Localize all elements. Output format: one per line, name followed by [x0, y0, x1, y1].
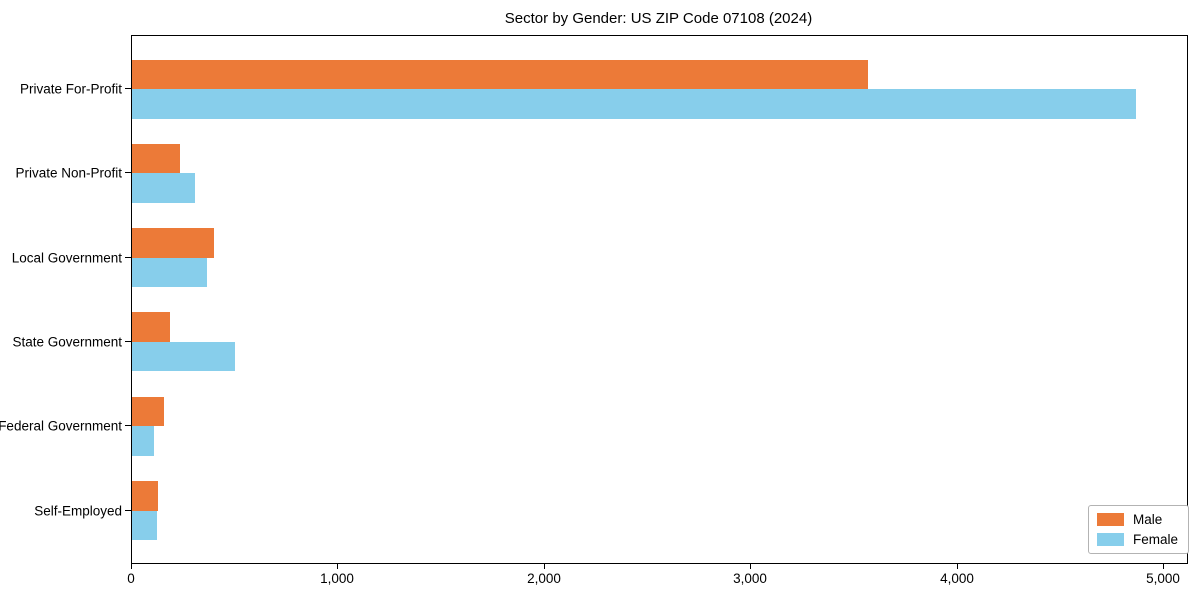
- x-tick-2000: [544, 564, 545, 569]
- legend-swatch-female: [1097, 533, 1124, 546]
- legend: Male Female: [1088, 505, 1190, 554]
- x-tick-0: [131, 564, 132, 569]
- bar-male-private-non-profit: [132, 143, 180, 174]
- legend-swatch-male: [1097, 513, 1124, 526]
- y-tick-label-private-for-profit: Private For-Profit: [19, 81, 122, 97]
- bar-male-self-employed: [132, 481, 158, 511]
- x-tick-label-1000: 1,000: [320, 571, 354, 586]
- x-tick-label-2000: 2,000: [527, 571, 561, 586]
- x-tick-label-4000: 4,000: [940, 571, 974, 586]
- y-tick-label-local-government: Local Government: [11, 250, 122, 266]
- legend-entry-female: Female: [1097, 532, 1178, 547]
- legend-label-male: Male: [1133, 512, 1163, 527]
- x-tick-label-0: 0: [127, 571, 135, 586]
- y-tick-label-federal-government: Federal Government: [0, 418, 122, 434]
- y-tick-label-self-employed: Self-Employed: [34, 503, 122, 518]
- bar-female-federal-government: [132, 426, 154, 456]
- y-tick-label-state-government: State Government: [12, 334, 122, 350]
- bar-female-state-government: [132, 341, 235, 372]
- x-tick-1000: [337, 564, 338, 569]
- y-tick-private-non-profit: [125, 172, 131, 174]
- legend-label-female: Female: [1133, 532, 1179, 547]
- bar-female-self-employed: [132, 510, 157, 540]
- chart-title: Sector by Gender: US ZIP Code 07108 (202…: [504, 10, 813, 27]
- bar-female-private-non-profit: [132, 173, 195, 203]
- y-tick-local-government: [125, 256, 131, 258]
- x-tick-4000: [957, 564, 958, 569]
- y-tick-federal-government: [125, 425, 131, 427]
- bar-male-local-government: [132, 228, 214, 258]
- legend-entry-male: Male: [1097, 512, 1178, 527]
- x-tick-3000: [750, 564, 751, 569]
- x-tick-label-5000: 5,000: [1146, 571, 1180, 586]
- bar-female-local-government: [132, 257, 207, 288]
- x-tick-5000: [1163, 564, 1164, 569]
- bar-male-state-government: [132, 312, 170, 342]
- x-tick-label-3000: 3,000: [733, 571, 767, 586]
- plot-area: [131, 35, 1188, 564]
- bar-female-private-for-profit: [132, 89, 1136, 119]
- y-tick-self-employed: [125, 509, 131, 511]
- y-tick-state-government: [125, 340, 131, 342]
- bar-male-private-for-profit: [132, 59, 868, 89]
- bar-male-federal-government: [132, 396, 164, 427]
- y-tick-private-for-profit: [125, 88, 131, 89]
- y-tick-label-private-non-profit: Private Non-Profit: [15, 165, 122, 181]
